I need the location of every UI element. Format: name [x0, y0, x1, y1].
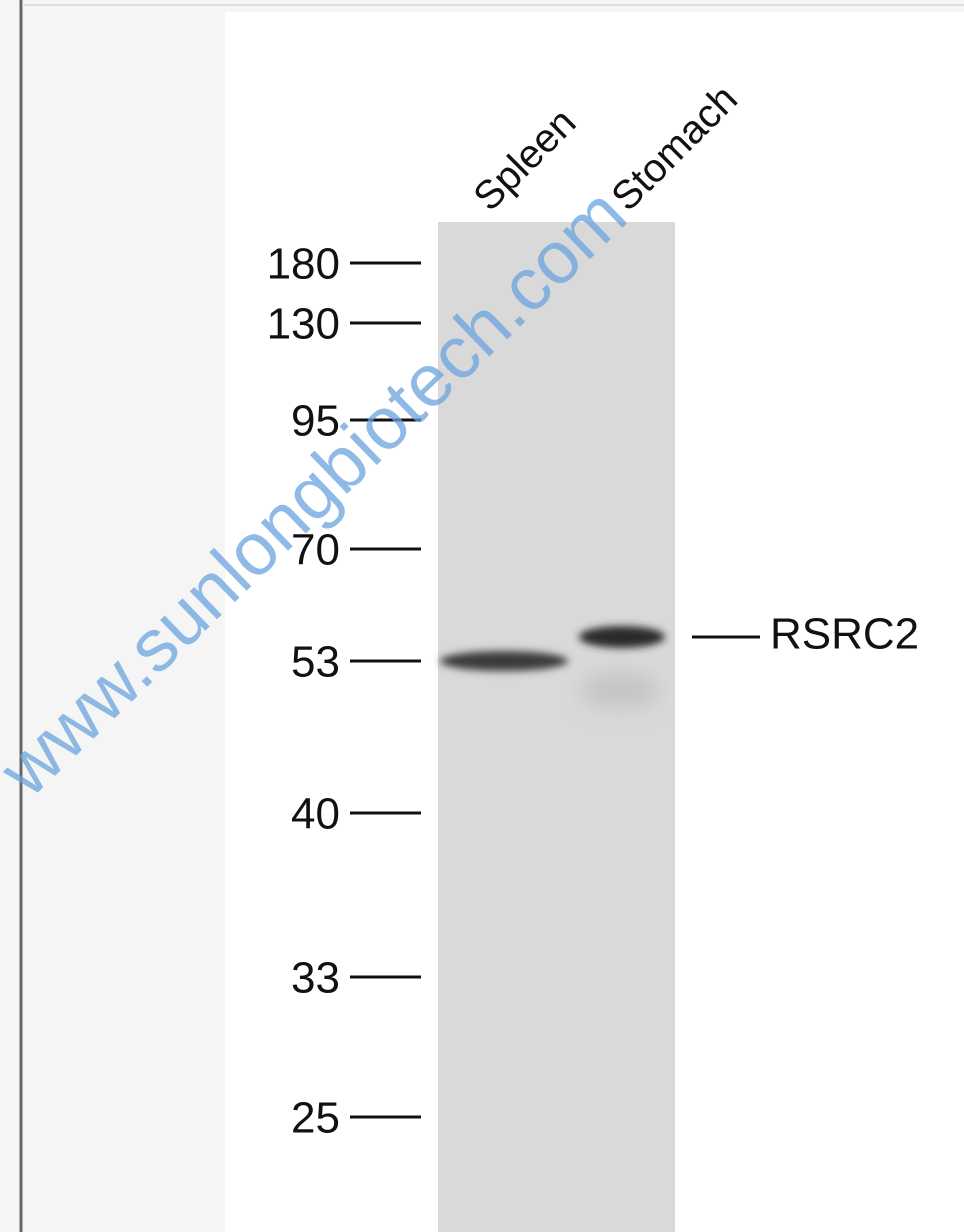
- marker-label: 53: [291, 638, 340, 687]
- page: 180130957053403325 Spleen Stomach RSRC2 …: [0, 0, 964, 1232]
- marker-label: 180: [267, 240, 340, 289]
- faint-band: [580, 672, 660, 708]
- marker-label: 130: [267, 300, 340, 349]
- band: [440, 651, 568, 671]
- marker-label: 25: [291, 1094, 340, 1143]
- marker-label: 40: [291, 790, 340, 839]
- marker-label: 33: [291, 954, 340, 1003]
- figure: 180130957053403325 Spleen Stomach RSRC2 …: [0, 0, 964, 1232]
- target-label: RSRC2: [770, 610, 919, 659]
- band: [579, 626, 665, 648]
